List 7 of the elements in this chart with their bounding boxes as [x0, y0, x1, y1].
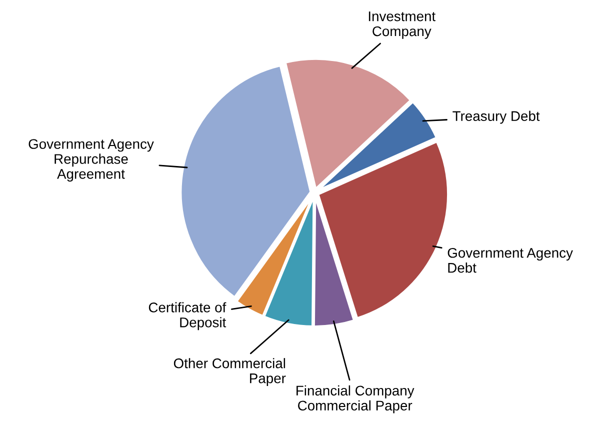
- slice-label: Government Agency Repurchase Agreement: [28, 139, 154, 182]
- slice-label: Treasury Debt: [452, 110, 540, 124]
- slice-label: Investment Company: [368, 12, 436, 39]
- slice-label: Certificate of Deposit: [148, 302, 226, 330]
- slice-label: Financial Company Commercial Paper: [296, 385, 414, 414]
- slice-label: Government Agency Debt: [448, 248, 573, 273]
- slice-label: Other Commercial Paper: [174, 358, 286, 386]
